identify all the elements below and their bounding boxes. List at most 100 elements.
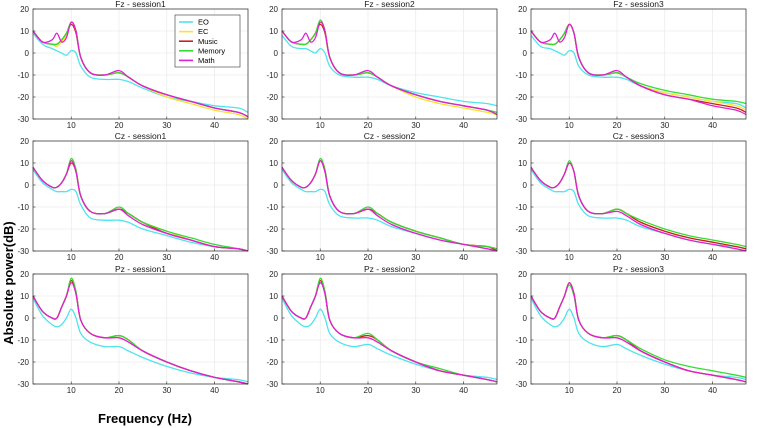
y-tick-label: 20 — [518, 270, 527, 279]
y-tick-label: 10 — [269, 159, 278, 168]
x-tick-label: 40 — [708, 386, 717, 395]
chart-panel-2: 10 20 30 40 -30 -20 -10 0 10 20 Fz - session2 — [266, 0, 498, 130]
y-tick-label: 20 — [269, 270, 278, 279]
chart-panel-8: 10 20 30 40 -30 -20 -10 0 10 20 Pz - session2 — [266, 264, 498, 395]
axes-box — [32, 140, 249, 252]
chart-panel-4: 10 20 30 40 -30 -20 -10 0 10 20 Cz - session1 — [17, 131, 249, 262]
y-tick-label: -30 — [17, 380, 29, 389]
y-tick-label: -30 — [17, 115, 29, 124]
y-tick-label: -20 — [515, 93, 527, 102]
x-tick-label: 20 — [364, 253, 373, 262]
y-tick-label: -30 — [266, 247, 278, 256]
y-tick-label: 20 — [20, 137, 29, 146]
y-tick-label: 20 — [269, 5, 278, 14]
plot-area — [531, 9, 746, 119]
panel-title: Cz - session2 — [364, 131, 416, 141]
axes-box — [530, 140, 747, 252]
series-line-math — [530, 23, 747, 116]
x-tick-label: 10 — [565, 121, 574, 130]
y-tick-label: 0 — [25, 49, 30, 58]
chart-panel-9: 10 20 30 40 -30 -20 -10 0 10 20 Pz - session3 — [515, 264, 747, 395]
x-tick-label: 10 — [565, 386, 574, 395]
x-tick-label: 30 — [411, 386, 420, 395]
y-tick-label: -10 — [266, 71, 278, 80]
chart-panel-3: 10 20 30 40 -30 -20 -10 0 10 20 Fz - session3 — [515, 0, 747, 130]
series-line-math — [32, 282, 249, 385]
y-tick-label: 20 — [20, 270, 29, 279]
plot-area — [531, 141, 746, 251]
series-line-math — [281, 282, 498, 383]
x-tick-label: 30 — [660, 386, 669, 395]
series-line-math — [530, 282, 747, 383]
plot-area — [531, 274, 746, 384]
chart-panel-7: 10 20 30 40 -30 -20 -10 0 10 20 Pz - session1 — [17, 264, 249, 395]
x-tick-label: 20 — [115, 121, 124, 130]
x-tick-label: 10 — [67, 386, 76, 395]
x-tick-label: 10 — [316, 386, 325, 395]
plot-area — [33, 274, 248, 384]
y-tick-label: -20 — [515, 225, 527, 234]
x-tick-label: 40 — [459, 253, 468, 262]
y-tick-label: 10 — [269, 27, 278, 36]
x-tick-label: 30 — [162, 121, 171, 130]
x-tick-label: 30 — [162, 386, 171, 395]
y-tick-label: -20 — [17, 225, 29, 234]
y-tick-label: 0 — [274, 181, 279, 190]
figure-xlabel: Frequency (Hz) — [98, 411, 192, 426]
y-tick-label: -30 — [266, 380, 278, 389]
axes-box — [281, 273, 498, 385]
y-tick-label: -20 — [266, 93, 278, 102]
y-tick-label: -20 — [17, 93, 29, 102]
x-tick-label: 40 — [210, 253, 219, 262]
series-line-eo — [32, 297, 249, 383]
series-line-math — [32, 160, 249, 252]
y-tick-label: 20 — [20, 5, 29, 14]
panel-title: Cz - session3 — [613, 131, 665, 141]
x-tick-label: 40 — [459, 386, 468, 395]
y-tick-label: 10 — [518, 292, 527, 301]
axes-box — [530, 273, 747, 385]
y-tick-label: -10 — [515, 71, 527, 80]
y-tick-label: 20 — [518, 137, 527, 146]
series-line-math — [281, 21, 498, 116]
axes-box — [32, 273, 249, 385]
y-tick-label: -30 — [515, 247, 527, 256]
y-tick-label: 0 — [523, 49, 528, 58]
y-tick-label: -10 — [17, 336, 29, 345]
x-tick-label: 40 — [708, 253, 717, 262]
axes-box — [281, 8, 498, 120]
y-tick-label: 10 — [518, 27, 527, 36]
x-tick-label: 30 — [660, 253, 669, 262]
x-tick-label: 10 — [565, 253, 574, 262]
x-tick-label: 20 — [613, 121, 622, 130]
x-tick-label: 20 — [115, 386, 124, 395]
x-tick-label: 10 — [316, 253, 325, 262]
series-line-math — [530, 162, 747, 252]
y-tick-label: 0 — [25, 314, 30, 323]
y-tick-label: -30 — [266, 115, 278, 124]
x-tick-label: 40 — [459, 121, 468, 130]
plot-area — [33, 141, 248, 251]
x-tick-label: 40 — [210, 386, 219, 395]
y-tick-label: 10 — [20, 292, 29, 301]
y-tick-label: -30 — [515, 380, 527, 389]
panel-title: Fz - session3 — [613, 0, 664, 9]
y-tick-label: -30 — [17, 247, 29, 256]
x-tick-label: 20 — [613, 253, 622, 262]
panel-title: Pz - session3 — [613, 264, 664, 274]
legend-label-music: Music — [198, 37, 218, 46]
panel-title: Fz - session1 — [115, 0, 166, 9]
figure-ylabel: Absolute power(dB) — [1, 221, 16, 345]
x-tick-label: 10 — [67, 121, 76, 130]
series-line-math — [281, 160, 498, 252]
series-line-math — [32, 21, 249, 118]
y-tick-label: 10 — [20, 159, 29, 168]
legend-label-math: Math — [198, 56, 215, 65]
chart-panel-6: 10 20 30 40 -30 -20 -10 0 10 20 Cz - session3 — [515, 131, 747, 262]
x-tick-label: 20 — [364, 386, 373, 395]
x-tick-label: 40 — [708, 121, 717, 130]
x-tick-label: 30 — [660, 121, 669, 130]
